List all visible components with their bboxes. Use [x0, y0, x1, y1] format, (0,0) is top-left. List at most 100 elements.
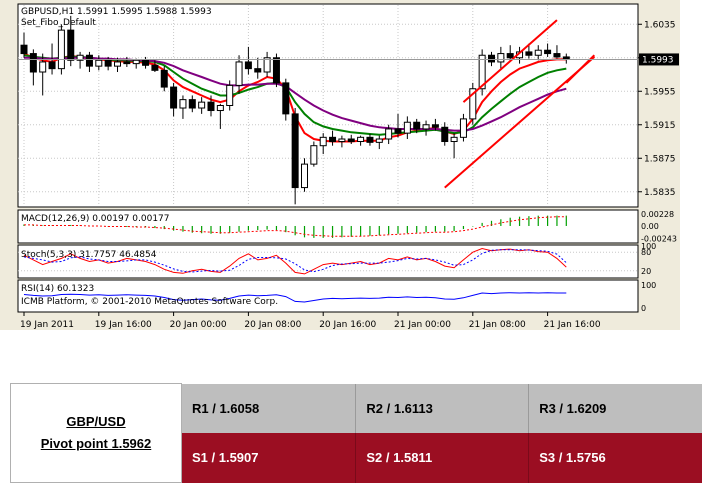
pivot-table: GBP/USD Pivot point 1.5962 R1 / 1.6058 R…	[10, 383, 702, 483]
candle-body	[357, 136, 365, 143]
candle-body	[114, 61, 121, 67]
time-tick-label: 20 Jan 16:00	[319, 320, 376, 330]
candle-body	[179, 99, 187, 109]
current-price-box	[639, 53, 679, 66]
pair-label: GBP/USD	[66, 414, 126, 429]
candle-body	[254, 68, 262, 73]
candle-body	[329, 136, 337, 143]
price-tick-label: 1.5955	[644, 87, 676, 97]
channel-line	[462, 19, 558, 103]
candle-body	[160, 69, 168, 88]
stoch-series	[18, 247, 638, 275]
candle-body	[20, 44, 28, 55]
candle-body	[291, 113, 299, 189]
stoch-label: Stoch(5,3,3) 31.7757 46.4854	[21, 250, 157, 260]
candles	[20, 15, 570, 205]
rsi-series	[23, 292, 567, 303]
s2-cell: S2 / 1.5811	[355, 432, 529, 483]
price-pane	[17, 3, 639, 208]
candle-body	[497, 53, 505, 63]
candle-body	[301, 163, 308, 189]
candle-body	[544, 49, 552, 55]
candle-body	[188, 99, 196, 109]
candle-body	[310, 145, 318, 165]
candle-body	[431, 124, 439, 128]
macd-tick-label: 0.00	[641, 222, 659, 231]
candle-body	[478, 54, 486, 90]
price-tick-label: 1.5835	[644, 188, 676, 198]
stoch-tick-label: 80	[641, 248, 651, 257]
macd-label: MACD(12,26,9) 0.00197 0.00177	[21, 214, 170, 224]
macd-tick-label: 0.00228	[641, 210, 674, 219]
time-tick-label: 20 Jan 08:00	[244, 320, 301, 330]
pair-cell: GBP/USD Pivot point 1.5962	[10, 383, 182, 483]
time-tick-label: 21 Jan 00:00	[394, 320, 451, 330]
r1-cell: R1 / 1.6058	[180, 383, 356, 433]
candle-body	[85, 54, 93, 67]
candle-body	[151, 64, 159, 71]
candle-body	[469, 88, 477, 120]
candle-body	[39, 61, 47, 73]
stoch-signal-line	[23, 249, 567, 273]
price-tick-label: 1.6035	[644, 20, 676, 30]
candle-body	[450, 136, 458, 143]
time-tick-label: 21 Jan 16:00	[544, 320, 601, 330]
price-tick-label: 1.5875	[644, 154, 676, 164]
pivot-point-label: Pivot point 1.5962	[40, 436, 152, 451]
candle-body	[385, 128, 393, 140]
time-tick-label: 21 Jan 08:00	[469, 320, 526, 330]
candle-body	[347, 138, 355, 143]
candle-body	[29, 53, 37, 73]
candle-body	[422, 124, 430, 130]
candle-body	[263, 57, 271, 73]
stoch-main-line	[23, 247, 567, 275]
candle-body	[67, 29, 75, 61]
time-tick-label: 19 Jan 16:00	[95, 320, 152, 330]
candle-body	[48, 61, 56, 70]
rsi-pane	[17, 279, 639, 313]
candle-body	[76, 54, 84, 61]
s1-cell: S1 / 1.5907	[180, 432, 356, 483]
candle-body	[553, 53, 561, 58]
macd-tick-label: -0.00243	[641, 235, 677, 244]
candle-body	[57, 29, 65, 70]
current-price-label: 1.5993	[642, 55, 674, 65]
candle-body	[272, 57, 280, 84]
macd-signal-line	[24, 216, 567, 237]
macd-series	[23, 215, 567, 238]
candle-body	[142, 59, 150, 66]
rsi-tick-label: 0	[641, 304, 646, 313]
candle-body	[95, 59, 103, 67]
time-tick-label: 19 Jan 2011	[20, 320, 74, 330]
candle-body	[170, 86, 178, 109]
candle-body	[441, 126, 449, 143]
candle-body	[216, 105, 224, 112]
candle-body	[459, 118, 467, 138]
candle-body	[207, 101, 215, 112]
time-tick-label: 20 Jan 00:00	[170, 320, 227, 330]
candle-body	[319, 136, 327, 147]
candle-body	[244, 61, 252, 70]
rsi-line	[23, 292, 567, 303]
candle-body	[506, 53, 514, 59]
r2-cell: R2 / 1.6113	[355, 383, 529, 433]
candle-body	[132, 59, 140, 65]
candle-body	[403, 121, 411, 134]
s3-cell: S3 / 1.5756	[528, 432, 702, 483]
candle-body	[123, 61, 131, 65]
candle-body	[198, 101, 206, 109]
candle-body	[338, 138, 346, 143]
grid	[18, 5, 638, 206]
candle-body	[488, 54, 495, 63]
candle-body	[394, 128, 402, 134]
r3-cell: R3 / 1.6209	[528, 383, 702, 433]
candle-body	[104, 59, 112, 67]
rsi-label: RSI(14) 60.1323	[21, 284, 94, 294]
candle-body	[534, 49, 542, 56]
platform-footer: ICMB Platform, © 2001-2010 MetaQuotes So…	[21, 297, 278, 307]
stoch-tick-label: 20	[641, 267, 651, 276]
stoch-tick-label: 100	[641, 242, 656, 251]
chart-symbol-header: GBPUSD,H1 1.5991 1.5995 1.5988 1.5993	[21, 7, 212, 17]
candle-body	[413, 121, 421, 130]
